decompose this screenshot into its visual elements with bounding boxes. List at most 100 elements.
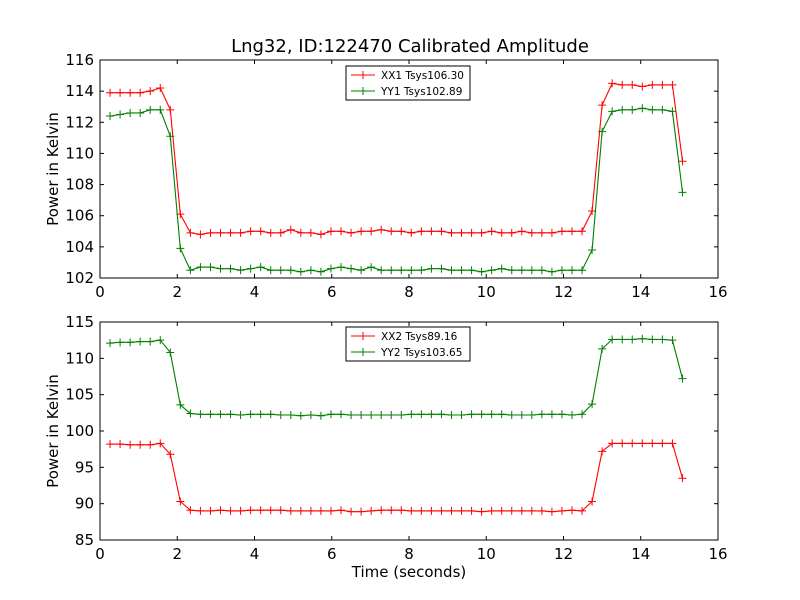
data-point: [507, 411, 516, 420]
data-point: [347, 507, 356, 516]
data-point: [407, 410, 416, 419]
data-point: [477, 410, 486, 419]
data-point: [638, 104, 647, 113]
series-line: [110, 442, 684, 513]
data-point: [537, 410, 546, 419]
x-tick-label: 2: [172, 545, 182, 563]
data-point: [417, 410, 426, 419]
y-tick-label: 102: [65, 269, 94, 287]
data-point: [126, 88, 135, 97]
x-axis-label: Time (seconds): [351, 563, 467, 581]
data-point: [618, 80, 627, 89]
data-point: [337, 227, 346, 236]
data-point: [648, 335, 657, 344]
data-point: [537, 228, 546, 237]
data-point: [176, 244, 185, 253]
data-point: [296, 411, 305, 420]
data-point: [296, 228, 305, 237]
legend-box: [345, 326, 471, 362]
bottom-panel: 0 2 4 6 8 10 12 14 16 85 90 95 100 105 110 115 Power in …: [44, 313, 728, 581]
x-tick-label: 4: [250, 545, 260, 563]
y-tick-label: 112: [65, 113, 94, 131]
data-point: [226, 228, 235, 237]
data-point: [256, 410, 265, 419]
y-tick-label: 110: [65, 144, 94, 162]
y-tick-label: 110: [65, 349, 94, 367]
data-point: [557, 266, 566, 275]
data-point: [136, 440, 145, 449]
data-point: [497, 410, 506, 419]
data-point: [126, 440, 135, 449]
data-point: [487, 227, 496, 236]
data-point: [367, 227, 376, 236]
x-tick-label: 8: [404, 283, 414, 301]
data-point: [156, 439, 165, 448]
data-point: [266, 228, 275, 237]
data-point: [477, 507, 486, 516]
data-point: [266, 506, 275, 515]
data-point: [216, 410, 225, 419]
data-point: [246, 506, 255, 515]
data-point: [206, 228, 215, 237]
data-point: [166, 132, 175, 141]
data-point: [417, 227, 426, 236]
x-tick-label: 16: [708, 283, 727, 301]
data-point: [668, 107, 677, 116]
data-point: [467, 410, 476, 419]
data-point: [106, 440, 115, 449]
data-point: [106, 339, 115, 348]
data-point: [487, 266, 496, 275]
data-point: [588, 245, 597, 254]
data-point: [387, 411, 396, 420]
data-point: [316, 267, 325, 276]
data-point: [527, 411, 536, 420]
data-point: [216, 506, 225, 515]
data-point: [517, 506, 526, 515]
x-tick-label: 2: [172, 283, 182, 301]
data-point: [578, 506, 587, 515]
data-point: [196, 506, 205, 515]
data-point: [326, 264, 335, 273]
data-point: [387, 227, 396, 236]
data-point: [557, 506, 566, 515]
data-point: [226, 264, 235, 273]
data-point: [618, 439, 627, 448]
data-point: [608, 439, 617, 448]
data-point: [226, 506, 235, 515]
data-point: [658, 439, 667, 448]
data-point: [678, 374, 687, 383]
x-tick-label: 0: [95, 545, 105, 563]
data-point: [557, 227, 566, 236]
data-point: [347, 228, 356, 237]
data-point: [286, 225, 295, 234]
data-point: [557, 410, 566, 419]
y-tick-label: 85: [75, 531, 94, 549]
data-point: [296, 506, 305, 515]
data-point: [467, 228, 476, 237]
data-point: [146, 440, 155, 449]
legend-label: YY2 Tsys103.65: [380, 347, 462, 359]
data-point: [326, 410, 335, 419]
data-point: [598, 127, 607, 136]
data-point: [166, 348, 175, 357]
data-point: [437, 227, 446, 236]
data-point: [578, 410, 587, 419]
legend-label: XX1 Tsys106.30: [381, 70, 464, 82]
y-tick-label: 106: [65, 207, 94, 225]
data-point: [286, 506, 295, 515]
top-panel: 0 2 4 6 8 10 12 14 16 102 104 106 108 110 112 114 116 Pow…: [44, 51, 728, 301]
data-point: [136, 88, 145, 97]
data-point: [126, 108, 135, 117]
data-point: [447, 228, 456, 237]
data-point: [668, 80, 677, 89]
data-point: [166, 450, 175, 459]
data-point: [146, 87, 155, 96]
data-point: [196, 230, 205, 239]
data-point: [537, 506, 546, 515]
data-point: [497, 228, 506, 237]
data-point: [276, 228, 285, 237]
data-point: [337, 410, 346, 419]
data-point: [296, 267, 305, 276]
legend-label: YY1 Tsys102.89: [380, 86, 462, 98]
data-point: [668, 336, 677, 345]
